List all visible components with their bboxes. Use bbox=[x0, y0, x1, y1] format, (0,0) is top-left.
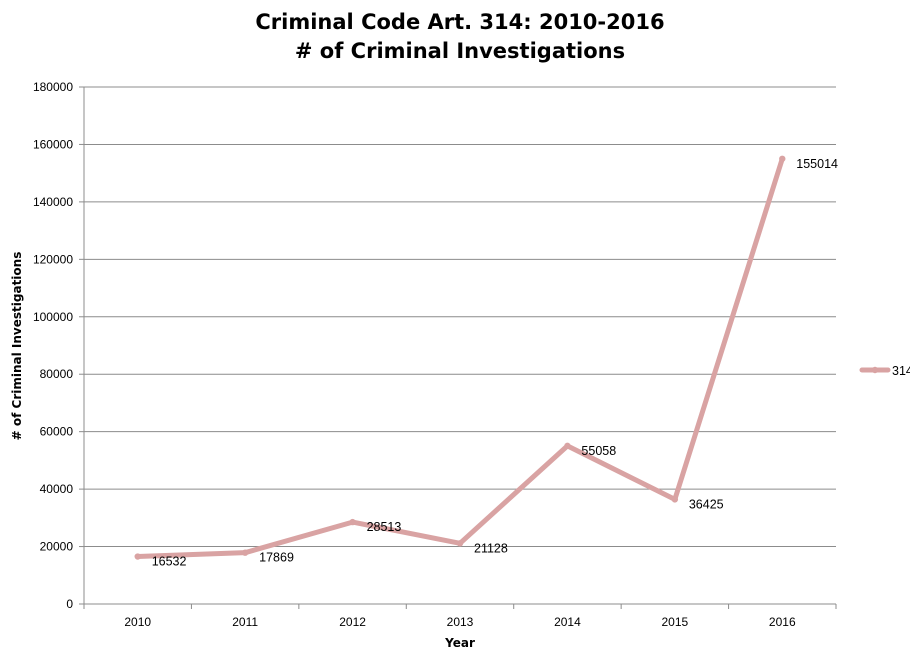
y-tick-label: 0 bbox=[66, 597, 73, 611]
y-tick-label: 140000 bbox=[33, 195, 73, 209]
data-point bbox=[564, 442, 571, 450]
data-point bbox=[671, 496, 679, 503]
y-tick-label: 120000 bbox=[33, 252, 73, 266]
data-label: 16532 bbox=[152, 555, 187, 569]
x-tick-label: 2014 bbox=[554, 615, 581, 629]
y-tick-label: 60000 bbox=[40, 425, 74, 439]
legend: 314 bbox=[859, 364, 910, 378]
x-tick-label: 2012 bbox=[339, 615, 366, 629]
chart-title-line-1: Criminal Code Art. 314: 2010-2016 bbox=[255, 10, 664, 34]
data-point bbox=[134, 553, 141, 560]
x-tick-label: 2013 bbox=[447, 615, 474, 629]
chart-title: Criminal Code Art. 314: 2010-2016 # of C… bbox=[255, 10, 664, 63]
y-axis-tick-labels: 0 20000 40000 60000 80000 100000 120000 140000 1… bbox=[33, 80, 73, 611]
y-tick-label: 20000 bbox=[40, 540, 74, 554]
data-labels: 16532 17869 28513 21128 55058 36425 155014 bbox=[152, 157, 838, 569]
x-axis-title: Year bbox=[444, 636, 475, 649]
data-point bbox=[241, 549, 249, 556]
y-axis-title: # of Criminal Investigations bbox=[10, 252, 24, 441]
series bbox=[134, 155, 786, 560]
legend-marker bbox=[871, 366, 879, 374]
x-tick-label: 2010 bbox=[124, 615, 151, 629]
data-label: 155014 bbox=[796, 157, 838, 171]
y-tick-label: 160000 bbox=[33, 137, 73, 151]
legend-label: 314 bbox=[892, 364, 910, 378]
axes bbox=[79, 86, 837, 609]
data-point bbox=[456, 540, 464, 547]
data-label: 28513 bbox=[367, 520, 402, 534]
chart-title-line-2: # of Criminal Investigations bbox=[295, 39, 625, 63]
data-point bbox=[779, 155, 786, 162]
data-label: 21128 bbox=[474, 541, 508, 555]
x-tick-label: 2016 bbox=[769, 615, 796, 629]
series-line bbox=[135, 156, 785, 560]
data-label: 36425 bbox=[689, 497, 724, 511]
y-tick-label: 180000 bbox=[33, 80, 73, 94]
data-label: 17869 bbox=[259, 551, 294, 565]
y-tick-label: 40000 bbox=[40, 482, 74, 496]
y-tick-label: 100000 bbox=[33, 310, 73, 324]
x-axis-tick-labels: 2010 2011 2012 2013 2014 2015 2016 bbox=[124, 615, 796, 629]
data-label: 55058 bbox=[581, 444, 616, 458]
data-point bbox=[349, 518, 356, 526]
x-tick-label: 2015 bbox=[662, 615, 689, 629]
gridlines bbox=[84, 86, 836, 548]
y-tick-label: 80000 bbox=[40, 367, 74, 381]
x-tick-label: 2011 bbox=[232, 615, 258, 629]
